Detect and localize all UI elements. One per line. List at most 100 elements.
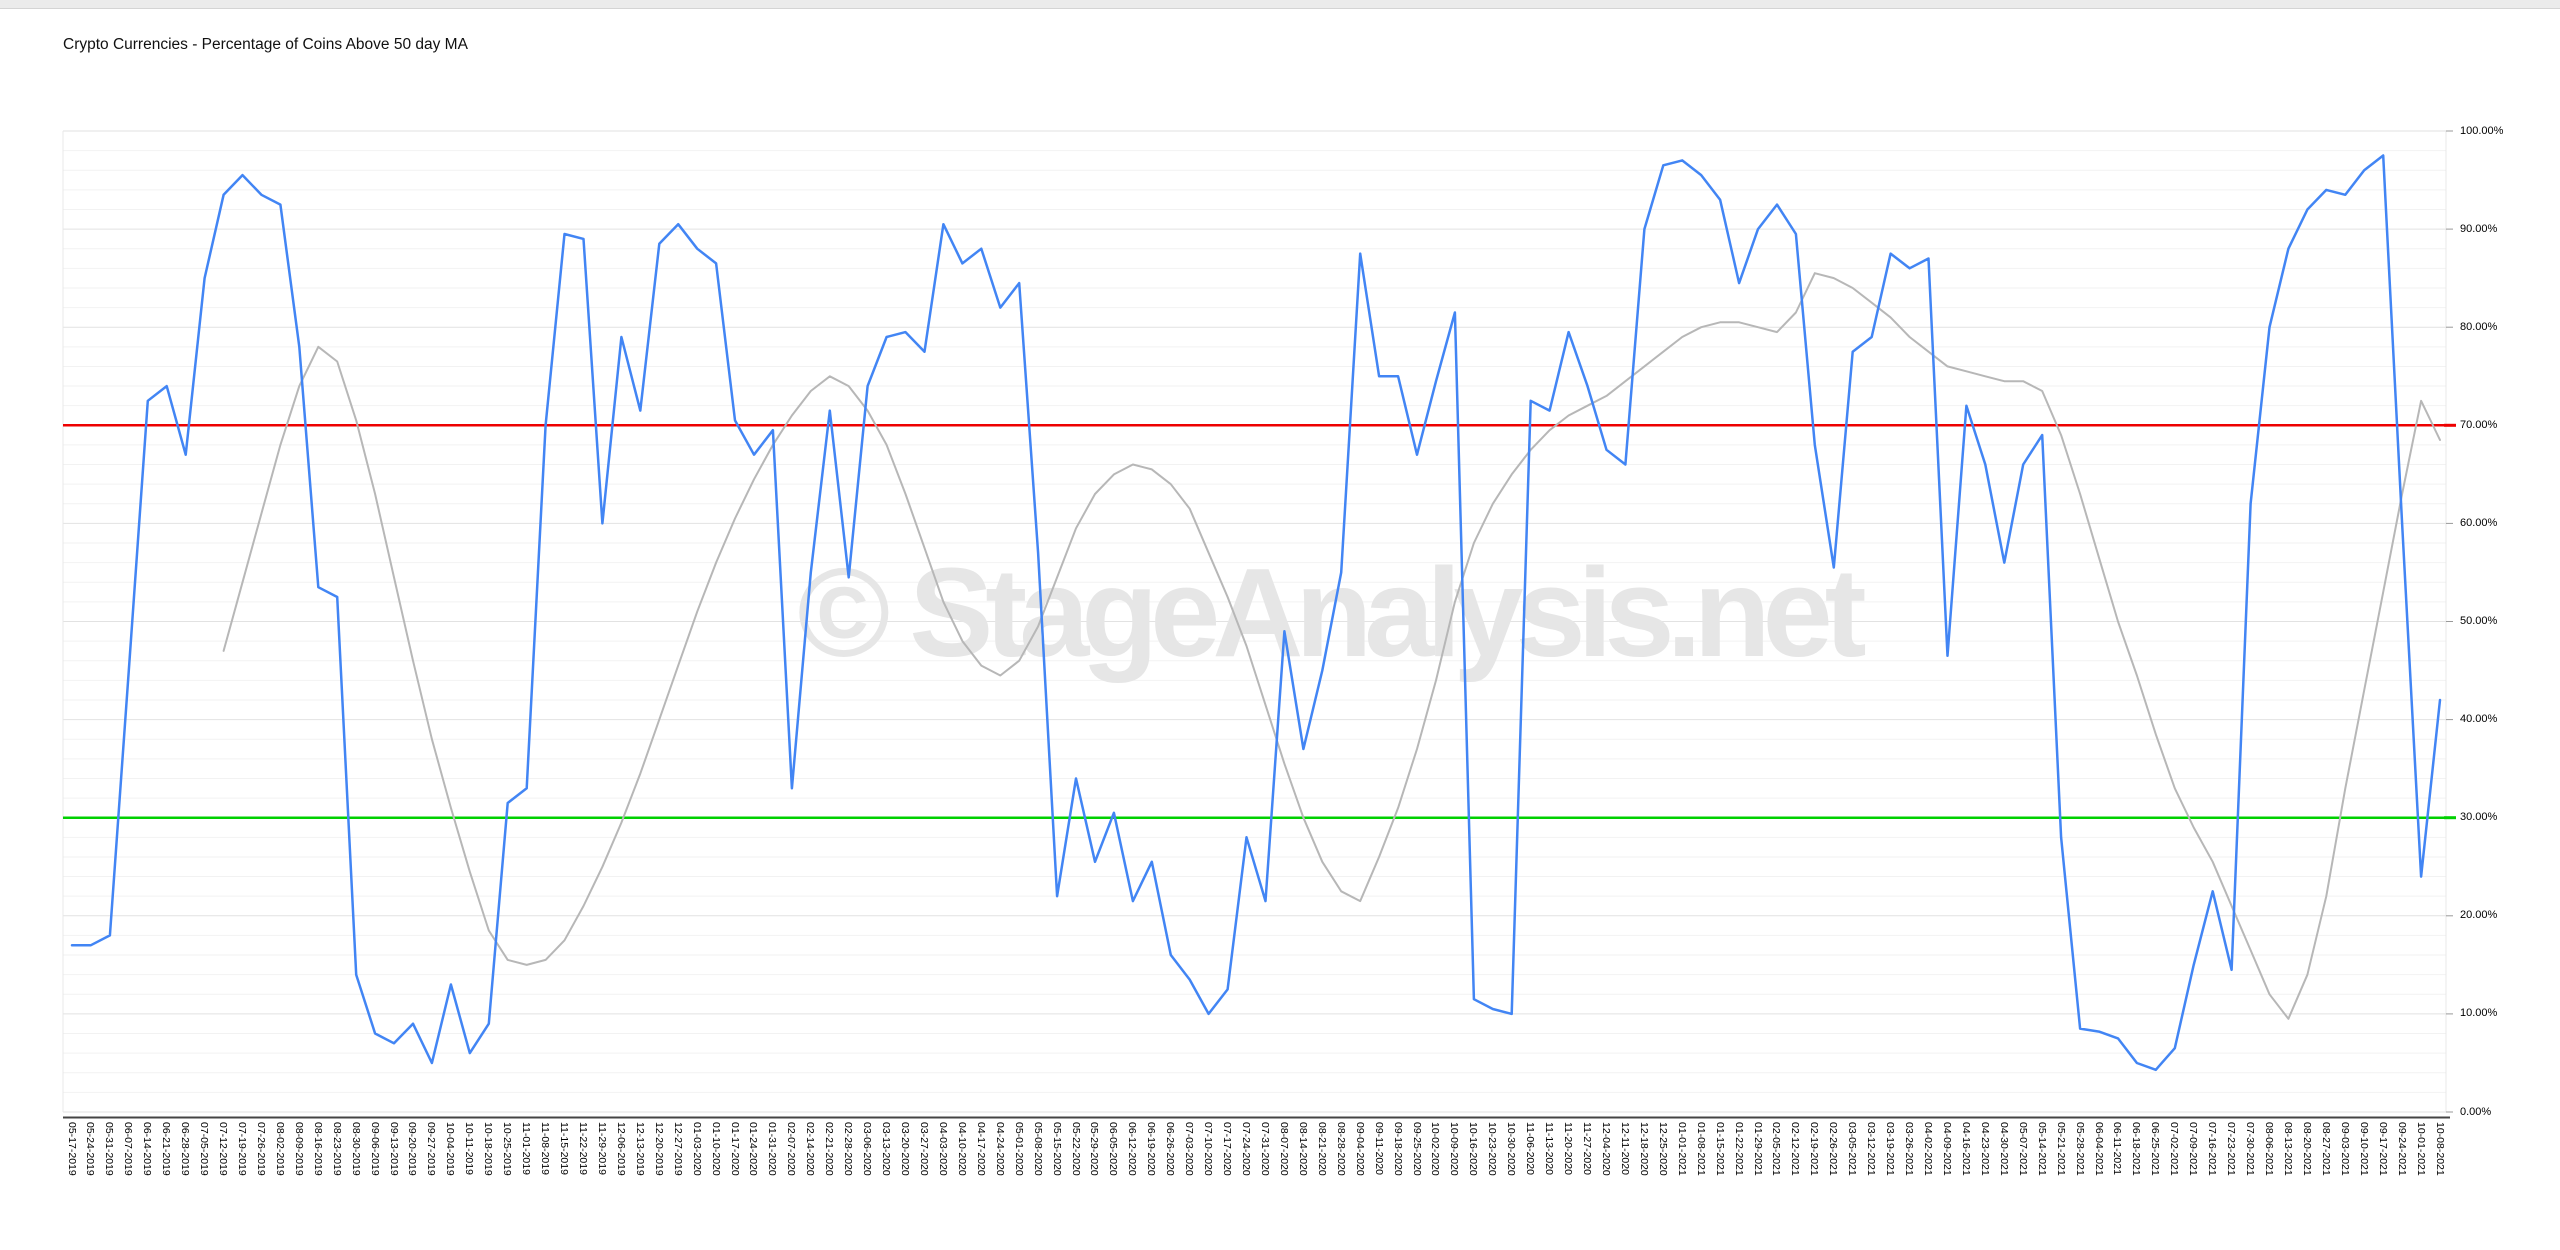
x-axis-label: 11-15-2019 bbox=[558, 1122, 571, 1175]
x-axis-label: 09-10-2021 bbox=[2357, 1122, 2370, 1176]
x-axis-label: 05-15-2020 bbox=[1050, 1122, 1063, 1176]
x-axis-label: 01-01-2021 bbox=[1675, 1122, 1688, 1176]
x-axis-label: 03-20-2020 bbox=[899, 1122, 912, 1176]
x-axis-label: 04-10-2020 bbox=[955, 1122, 968, 1176]
x-axis-label: 01-03-2020 bbox=[690, 1122, 703, 1176]
x-axis-label: 04-24-2020 bbox=[993, 1122, 1006, 1176]
x-axis-label: 04-30-2021 bbox=[1997, 1122, 2010, 1176]
x-axis-label: 09-13-2019 bbox=[387, 1122, 400, 1176]
x-axis-label: 07-12-2019 bbox=[217, 1122, 230, 1176]
x-axis-label: 12-25-2020 bbox=[1656, 1122, 1669, 1176]
x-axis-label: 12-13-2019 bbox=[633, 1122, 646, 1176]
x-axis-label: 06-14-2019 bbox=[141, 1122, 154, 1176]
x-axis-label: 06-25-2021 bbox=[2149, 1122, 2162, 1176]
x-axis-label: 01-17-2020 bbox=[728, 1122, 741, 1176]
x-axis-label: 10-18-2019 bbox=[482, 1122, 495, 1176]
y-axis-label: 40.00% bbox=[2460, 713, 2498, 726]
x-axis-label: 07-30-2021 bbox=[2244, 1122, 2257, 1176]
x-axis-label: 11-13-2020 bbox=[1543, 1122, 1556, 1175]
series-line-pct-above-50day-ma[interactable] bbox=[70, 154, 2442, 1072]
x-axis-label: 04-16-2021 bbox=[1959, 1122, 1972, 1176]
x-axis-label: 01-10-2020 bbox=[709, 1122, 722, 1176]
x-axis-label: 03-26-2021 bbox=[1903, 1122, 1916, 1176]
x-axis-label: 07-05-2019 bbox=[198, 1122, 211, 1176]
x-axis-label: 10-23-2020 bbox=[1486, 1122, 1499, 1176]
x-axis-label: 06-19-2020 bbox=[1145, 1122, 1158, 1176]
x-axis-label: 05-08-2020 bbox=[1031, 1122, 1044, 1176]
y-axis-label: 10.00% bbox=[2460, 1007, 2498, 1020]
x-axis-label: 02-14-2020 bbox=[804, 1122, 817, 1176]
x-axis-label: 08-27-2021 bbox=[2319, 1122, 2332, 1176]
x-axis-label: 09-17-2021 bbox=[2376, 1122, 2389, 1176]
x-axis-label: 12-04-2020 bbox=[1599, 1122, 1612, 1176]
x-axis-label: 08-16-2019 bbox=[311, 1122, 324, 1176]
x-axis-label: 05-14-2021 bbox=[2035, 1122, 2048, 1176]
x-axis-label: 11-20-2020 bbox=[1562, 1122, 1575, 1175]
x-axis-label: 09-20-2019 bbox=[406, 1122, 419, 1176]
x-axis-label: 09-11-2020 bbox=[1372, 1122, 1385, 1175]
x-axis-label: 04-23-2021 bbox=[1978, 1122, 1991, 1176]
x-axis-label: 11-27-2020 bbox=[1581, 1122, 1594, 1175]
x-axis-label: 05-22-2020 bbox=[1069, 1122, 1082, 1176]
x-axis-label: 10-30-2020 bbox=[1505, 1122, 1518, 1176]
x-axis-label: 12-27-2019 bbox=[671, 1122, 684, 1176]
x-axis-label: 03-06-2020 bbox=[861, 1122, 874, 1176]
x-axis-label: 01-08-2021 bbox=[1694, 1122, 1707, 1176]
x-axis-label: 10-16-2020 bbox=[1467, 1122, 1480, 1176]
x-axis-label: 04-02-2021 bbox=[1922, 1122, 1934, 1176]
x-axis-label: 06-26-2020 bbox=[1164, 1122, 1177, 1176]
x-axis-label: 08-20-2021 bbox=[2300, 1122, 2313, 1176]
x-axis-label: 07-16-2021 bbox=[2206, 1122, 2219, 1176]
x-axis-label: 01-24-2020 bbox=[747, 1122, 760, 1176]
y-axis-label: 90.00% bbox=[2460, 222, 2498, 235]
x-axis-label: 03-12-2021 bbox=[1865, 1122, 1878, 1176]
x-axis-label: 11-08-2019 bbox=[539, 1122, 552, 1175]
x-axis-label: 11-01-2019 bbox=[520, 1122, 533, 1175]
x-axis-label: 08-07-2020 bbox=[1277, 1122, 1290, 1176]
x-axis-label: 10-11-2019 bbox=[463, 1122, 476, 1175]
x-axis-label: 10-08-2021 bbox=[2433, 1122, 2446, 1176]
x-axis-label: 05-07-2021 bbox=[2016, 1122, 2029, 1176]
x-axis-label: 09-03-2021 bbox=[2338, 1122, 2351, 1176]
x-axis-label: 12-20-2019 bbox=[652, 1122, 665, 1176]
y-axis-label: 30.00% bbox=[2460, 811, 2498, 824]
y-axis-label: 100.00% bbox=[2460, 124, 2504, 137]
x-axis-label: 06-07-2019 bbox=[122, 1122, 135, 1176]
x-axis-label: 04-09-2021 bbox=[1940, 1122, 1953, 1176]
x-axis-label: 08-21-2020 bbox=[1315, 1122, 1328, 1176]
x-axis-label: 08-30-2019 bbox=[349, 1122, 362, 1176]
x-axis-label: 09-06-2019 bbox=[368, 1122, 381, 1176]
x-axis-label: 09-18-2020 bbox=[1391, 1122, 1404, 1176]
x-axis-label: 03-13-2020 bbox=[880, 1122, 893, 1176]
x-axis-label: 06-28-2019 bbox=[179, 1122, 192, 1176]
x-axis-label: 08-06-2021 bbox=[2263, 1122, 2275, 1176]
x-axis-label: 02-26-2021 bbox=[1827, 1122, 1840, 1176]
x-axis-label: 07-03-2020 bbox=[1183, 1122, 1196, 1176]
x-axis-label: 11-22-2019 bbox=[576, 1122, 589, 1175]
x-axis-label: 03-05-2021 bbox=[1846, 1122, 1859, 1176]
y-axis-label: 50.00% bbox=[2460, 615, 2498, 627]
x-axis-label: 06-12-2020 bbox=[1126, 1122, 1139, 1176]
x-axis-label: 01-22-2021 bbox=[1732, 1122, 1745, 1176]
x-axis-label: 07-26-2019 bbox=[254, 1122, 267, 1176]
y-axis-label: 20.00% bbox=[2460, 909, 2498, 922]
x-axis-label: 09-04-2020 bbox=[1353, 1122, 1366, 1176]
x-axis-label: 07-24-2020 bbox=[1240, 1122, 1253, 1176]
x-axis-label: 09-25-2020 bbox=[1410, 1122, 1423, 1176]
x-axis-label: 10-02-2020 bbox=[1429, 1122, 1442, 1176]
x-axis-label: 10-25-2019 bbox=[501, 1122, 514, 1176]
x-axis-label: 03-27-2020 bbox=[917, 1122, 930, 1176]
x-axis-label: 07-09-2021 bbox=[2187, 1122, 2200, 1176]
x-axis-label: 11-29-2019 bbox=[595, 1122, 608, 1175]
x-axis-label: 12-18-2020 bbox=[1637, 1122, 1650, 1176]
x-axis-label: 05-01-2020 bbox=[1012, 1122, 1025, 1176]
x-axis-label: 07-31-2020 bbox=[1258, 1122, 1271, 1176]
series-line-smoothed-average[interactable] bbox=[222, 272, 2441, 1020]
chart-title: Crypto Currencies - Percentage of Coins … bbox=[63, 36, 468, 53]
x-axis-label: 07-02-2021 bbox=[2168, 1122, 2181, 1176]
x-axis-label: 08-14-2020 bbox=[1296, 1122, 1309, 1176]
x-axis-label: 02-05-2021 bbox=[1770, 1122, 1783, 1176]
x-axis-label: 09-24-2021 bbox=[2395, 1122, 2408, 1176]
